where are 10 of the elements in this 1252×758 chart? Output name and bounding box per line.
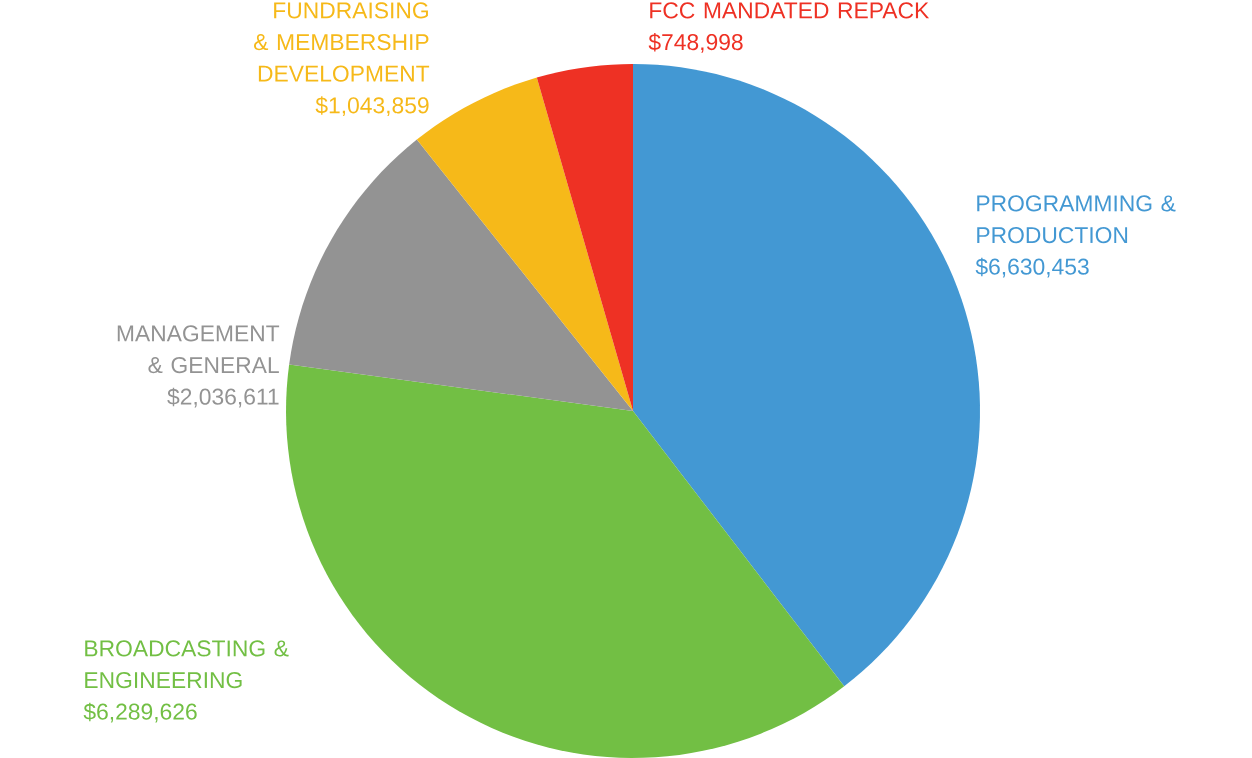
data-label: $6,630,453 — [975, 257, 1089, 278]
data-label: $2,036,611 — [167, 387, 279, 408]
slice-label: FCC MANDATED REPACK — [650, 2, 930, 19]
slice-label: PROGRAMMING & PRODUCTION — [977, 195, 1176, 244]
data-label: $1,043,859 — [315, 96, 429, 117]
slice-label: FUNDRAISING & MEMBERSHIP DEVELOPMENT — [254, 2, 430, 82]
data-label: $748,998 — [648, 33, 743, 53]
slice-label: BROADCASTING & ENGINEERING — [85, 640, 289, 689]
data-label: $6,289,626 — [83, 702, 197, 723]
slice-label: MANAGEMENT & GENERAL — [117, 325, 280, 374]
